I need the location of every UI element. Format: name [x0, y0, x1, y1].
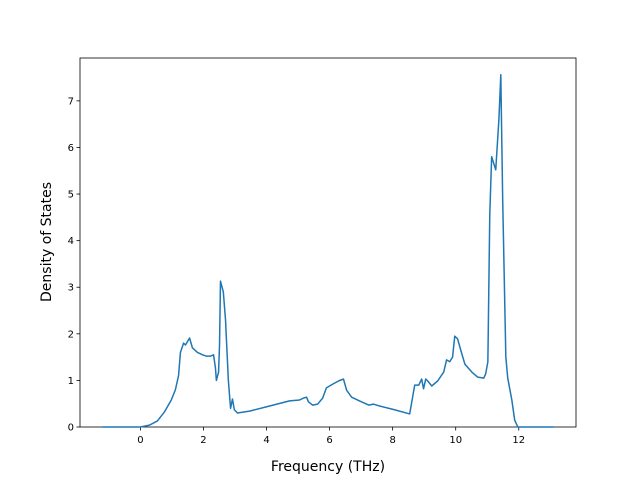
y-tick-label: 1: [68, 376, 74, 387]
x-tick-label: 0: [137, 435, 143, 446]
dos-line: [102, 74, 554, 428]
x-tick-label: 8: [389, 435, 395, 446]
y-tick-label: 5: [68, 190, 74, 201]
x-tick-label: 6: [326, 435, 332, 446]
y-axis-label: Density of States: [39, 182, 55, 302]
y-tick-label: 4: [68, 236, 74, 247]
x-axis-label: Frequency (THz): [271, 459, 385, 475]
x-tick-label: 10: [449, 435, 462, 446]
y-tick-label: 2: [68, 329, 74, 340]
x-tick-label: 2: [200, 435, 206, 446]
x-tick-label: 4: [263, 435, 269, 446]
y-tick-label: 7: [68, 96, 74, 107]
y-tick-label: 6: [68, 143, 74, 154]
y-tick-label: 0: [68, 423, 74, 434]
plot-frame: [79, 57, 577, 428]
y-tick-label: 3: [68, 283, 74, 294]
x-tick-label: 12: [512, 435, 525, 446]
